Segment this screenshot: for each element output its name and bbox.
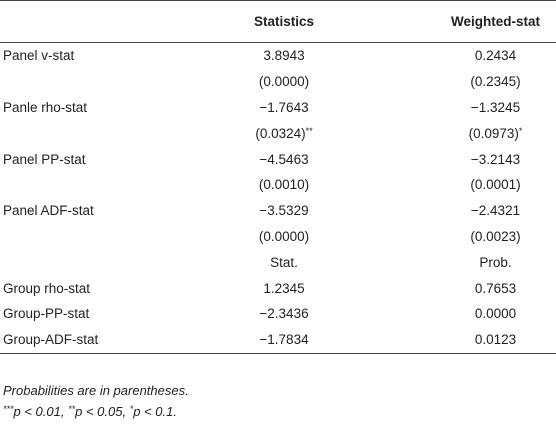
cell: 0.2434	[474, 48, 517, 64]
significance-text: p < 0.1.	[133, 404, 177, 419]
significance-mark: ***	[3, 404, 14, 414]
cell: (0.0001)	[470, 177, 521, 193]
results-table: Statistics Weighted-stat Panel v-stat 3.8…	[0, 0, 556, 354]
table-row: Panel PP-stat −4.5463 −3.2143	[0, 146, 556, 172]
cell: −3.5329	[259, 203, 309, 219]
table-row: Group rho-stat 1.2345 0.7653	[0, 275, 556, 301]
significance-mark: **	[68, 404, 76, 414]
cell-value: (0.0973)	[468, 125, 519, 141]
column-header: Statistics	[173, 0, 395, 43]
corner	[0, 0, 173, 43]
cell: 3.8943	[263, 48, 305, 64]
cell: −1.7643	[259, 99, 309, 115]
cell: 0.0000	[474, 306, 517, 322]
row-label	[0, 120, 173, 146]
cell: −2.4321	[470, 203, 521, 219]
column-header: Weighted-stat	[395, 0, 556, 43]
significance-mark: *	[518, 125, 523, 136]
table-row: Group-PP-stat −2.3436 0.0000	[0, 301, 556, 327]
table-row: (0.0000) (0.2345)	[0, 69, 556, 95]
cell: (0.0023)	[470, 228, 521, 244]
significance-mark: **	[305, 125, 313, 136]
cell: (0.0973)*	[395, 120, 556, 146]
significance-mark: *	[129, 404, 134, 414]
cell: (0.2345)	[470, 74, 521, 90]
cell: (0.0000)	[258, 74, 310, 90]
cell: 0.7653	[474, 280, 517, 296]
significance-text: p < 0.01,	[13, 404, 69, 419]
table-row: (0.0010) (0.0001)	[0, 172, 556, 198]
cell: −1.7834	[259, 332, 309, 348]
footnote-significance: ***p < 0.01, **p < 0.05, *p < 0.1.	[3, 404, 177, 419]
table-row: Panel ADF-stat −3.5329 −2.4321	[0, 198, 556, 224]
row-label: Group-ADF-stat	[3, 332, 99, 348]
table-row: Group-ADF-stat −1.7834 0.0123	[0, 327, 556, 353]
row-label: Group-PP-stat	[3, 306, 90, 322]
row-label: Panel v-stat	[3, 48, 75, 64]
cell: Stat.	[270, 254, 298, 270]
cell: 1.2345	[263, 280, 305, 296]
significance-text: p < 0.05,	[75, 404, 130, 419]
row-label: Panle rho-stat	[3, 99, 88, 115]
row-label	[0, 224, 173, 250]
cell-value: (0.0324)	[255, 125, 306, 141]
footnote-note: Probabilities are in parentheses.	[3, 383, 189, 398]
cell: (0.0000)	[258, 228, 310, 244]
row-label	[0, 249, 173, 275]
cell: −3.2143	[470, 151, 521, 167]
cell: −2.3436	[259, 306, 309, 322]
cell: (0.0324)**	[173, 120, 395, 146]
table-row: Stat. Prob.	[0, 249, 556, 275]
cell: 0.0123	[474, 332, 517, 348]
row-label: Panel PP-stat	[3, 151, 86, 167]
cell: (0.0010)	[258, 177, 310, 193]
table-row: (0.0000) (0.0023)	[0, 224, 556, 250]
table-row: (0.0324)** (0.0973)*	[0, 120, 556, 146]
table-row: Panle rho-stat −1.7643 −1.3245	[0, 95, 556, 121]
cell: −4.5463	[259, 151, 309, 167]
row-label	[0, 172, 173, 198]
row-label	[0, 69, 173, 95]
row-label: Panel ADF-stat	[3, 203, 94, 219]
cell: −1.3245	[470, 99, 521, 115]
header-row: Statistics Weighted-stat	[0, 0, 556, 43]
cell: Prob.	[479, 254, 512, 270]
table-row: Panel v-stat 3.8943 0.2434	[0, 43, 556, 69]
row-label: Group rho-stat	[3, 280, 91, 296]
